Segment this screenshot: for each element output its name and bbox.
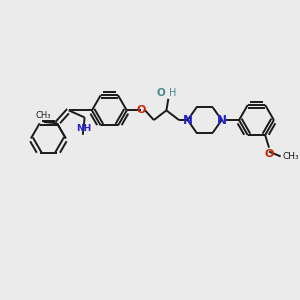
- Text: NH: NH: [76, 124, 91, 133]
- Text: CH₃: CH₃: [36, 111, 51, 120]
- Text: O: O: [264, 149, 274, 159]
- Text: CH₃: CH₃: [283, 152, 299, 161]
- Text: N: N: [217, 113, 226, 127]
- Text: H: H: [169, 88, 177, 98]
- Text: O: O: [136, 105, 146, 116]
- Text: N: N: [183, 113, 193, 127]
- Text: O: O: [157, 88, 165, 98]
